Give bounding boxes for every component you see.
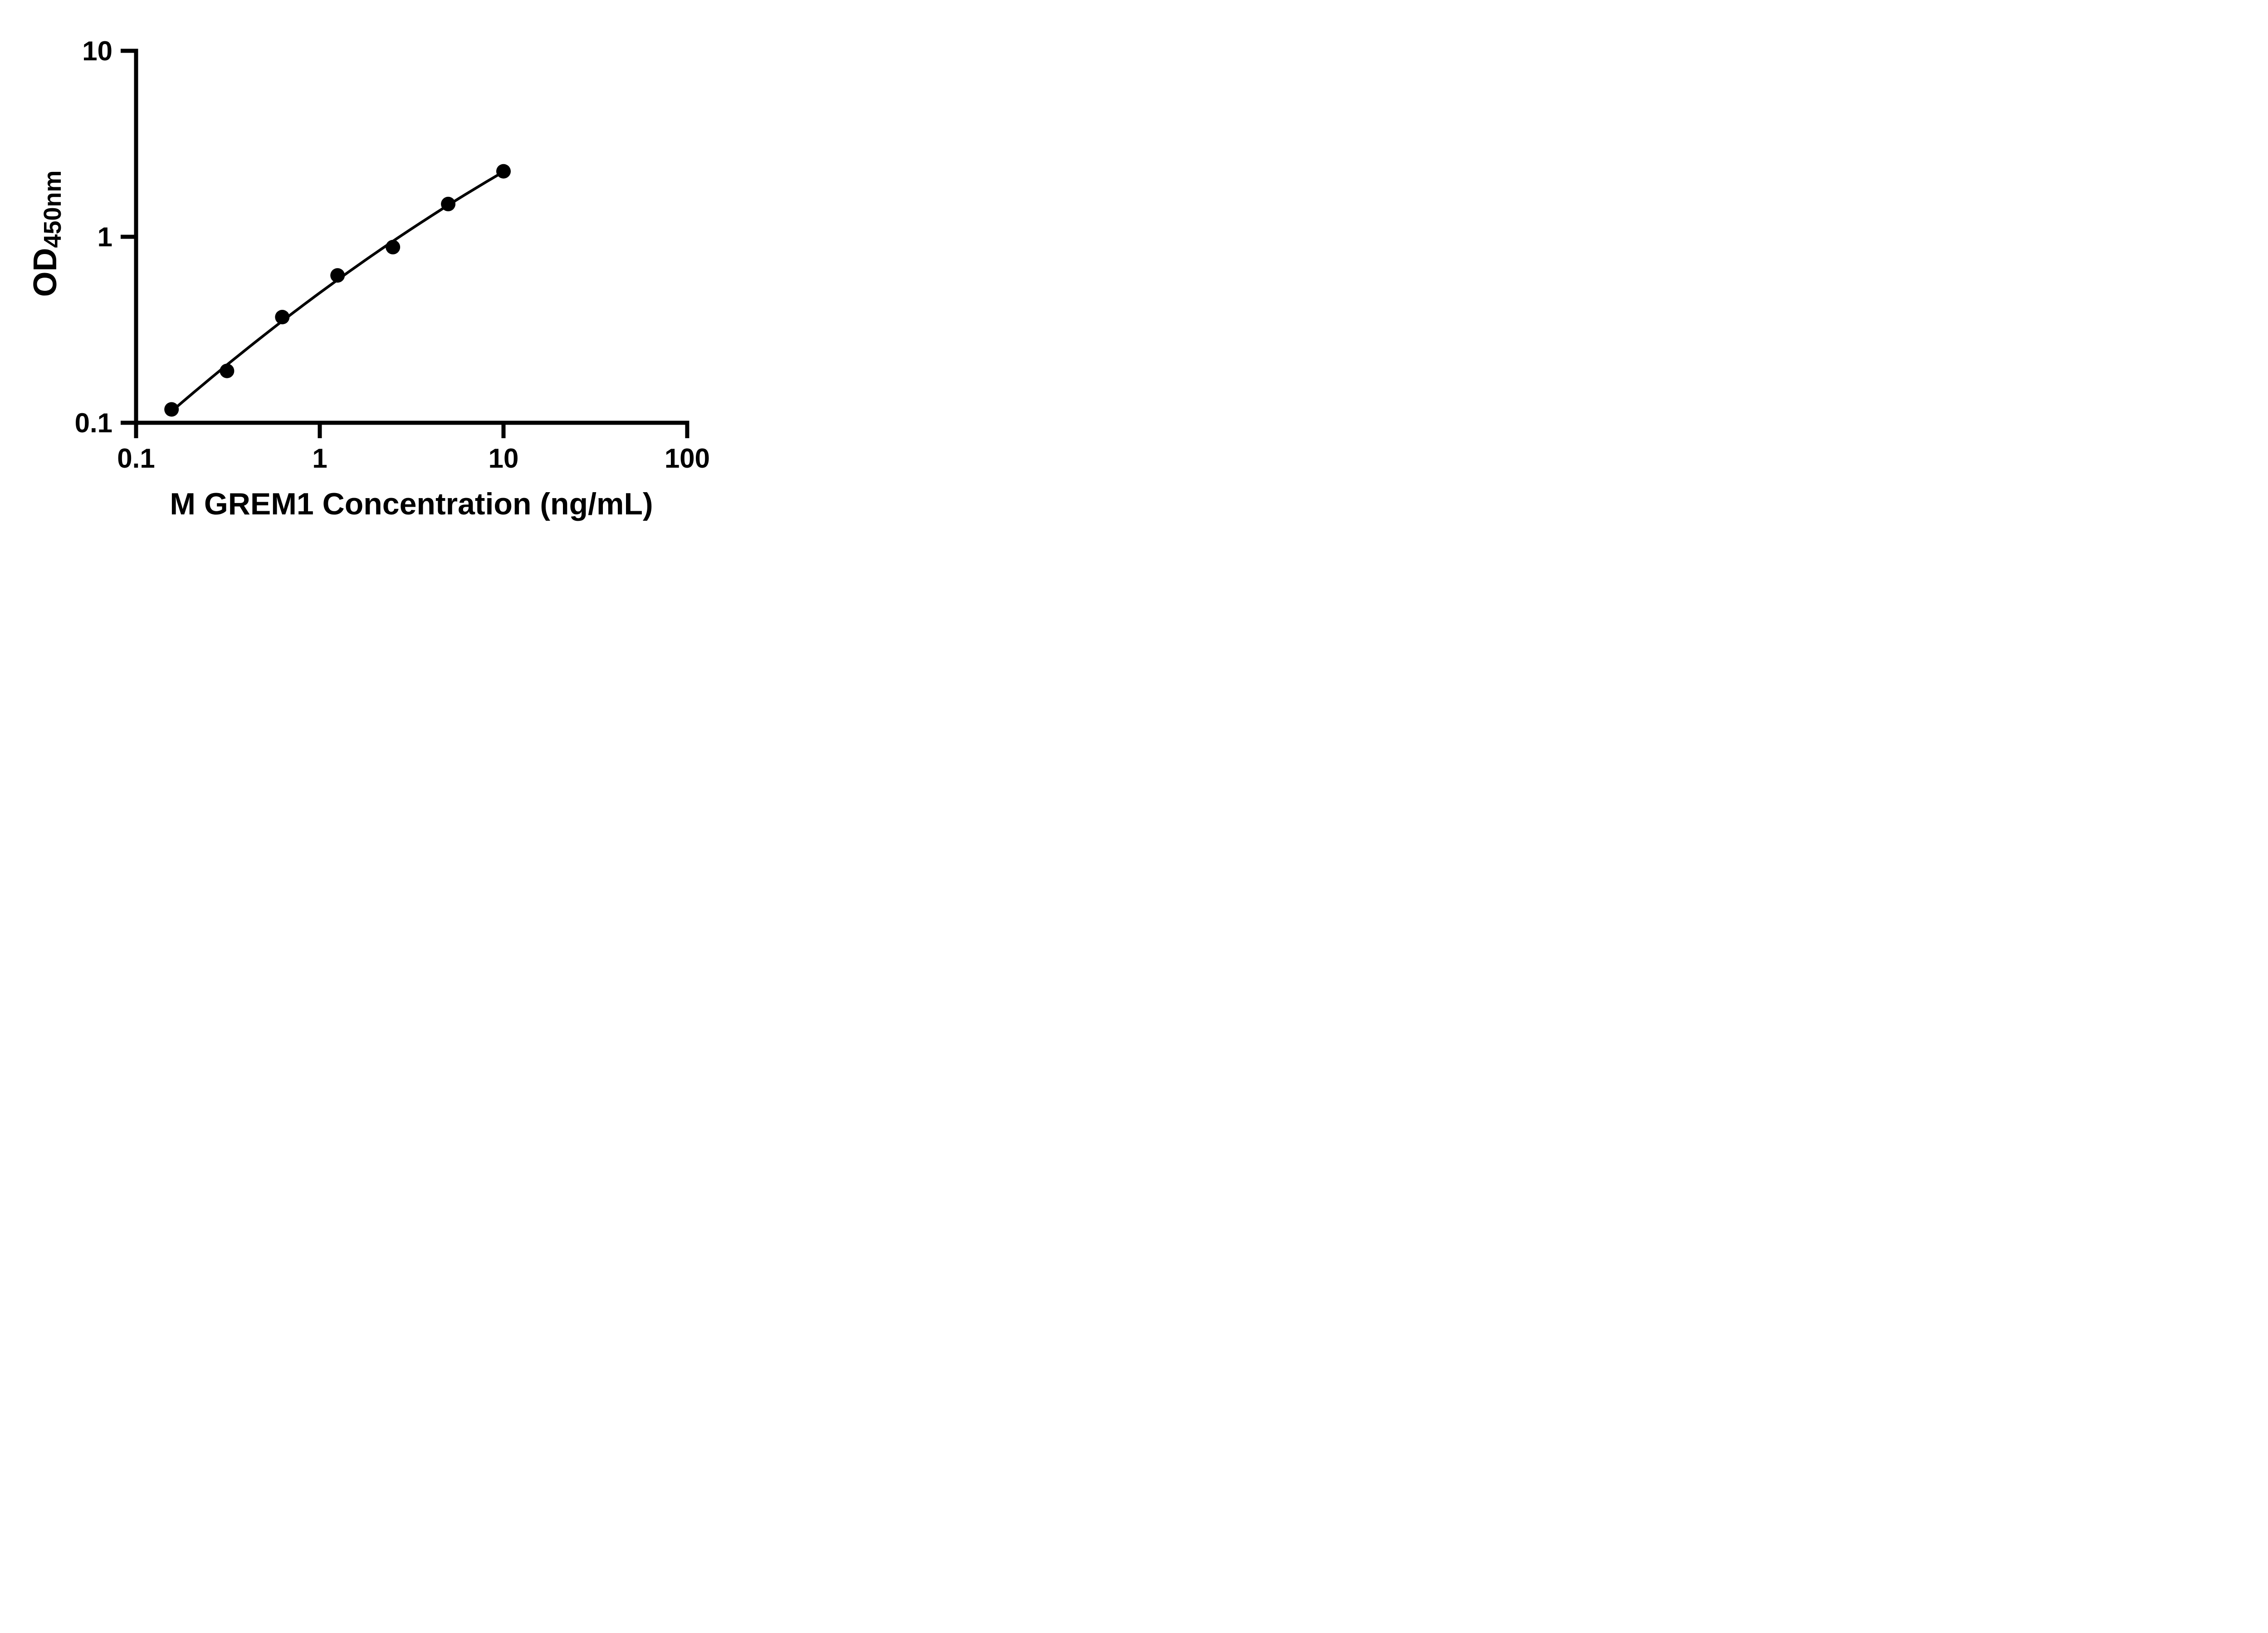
standard-curve-figure: 0.1 1 10 100 0.1 1 10 OD450nm M GREM1 Concentr… xyxy=(0,0,761,544)
x-tick-label: 10 xyxy=(489,443,519,474)
x-tick-label: 0.1 xyxy=(117,443,155,474)
plot-svg: 0.1 1 10 100 0.1 1 10 xyxy=(75,36,710,474)
data-point xyxy=(441,196,456,211)
data-point xyxy=(275,310,290,324)
y-tick-label: 0.1 xyxy=(75,408,112,438)
y-axis-title-subscript: 450nm xyxy=(39,170,66,248)
data-point xyxy=(386,240,401,254)
data-point xyxy=(220,363,235,378)
x-tick-label: 100 xyxy=(665,443,710,474)
data-point xyxy=(496,164,511,179)
data-point xyxy=(330,268,345,283)
y-tick-label: 1 xyxy=(98,222,112,252)
data-point xyxy=(164,402,179,417)
axis-lines xyxy=(134,49,689,425)
x-tick-label: 1 xyxy=(312,443,327,474)
y-axis-title: OD450nm xyxy=(27,170,66,297)
x-axis-title: M GREM1 Concentration (ng/mL) xyxy=(170,487,653,521)
y-axis-title-main: OD xyxy=(27,248,64,297)
y-tick-label: 10 xyxy=(82,36,112,66)
